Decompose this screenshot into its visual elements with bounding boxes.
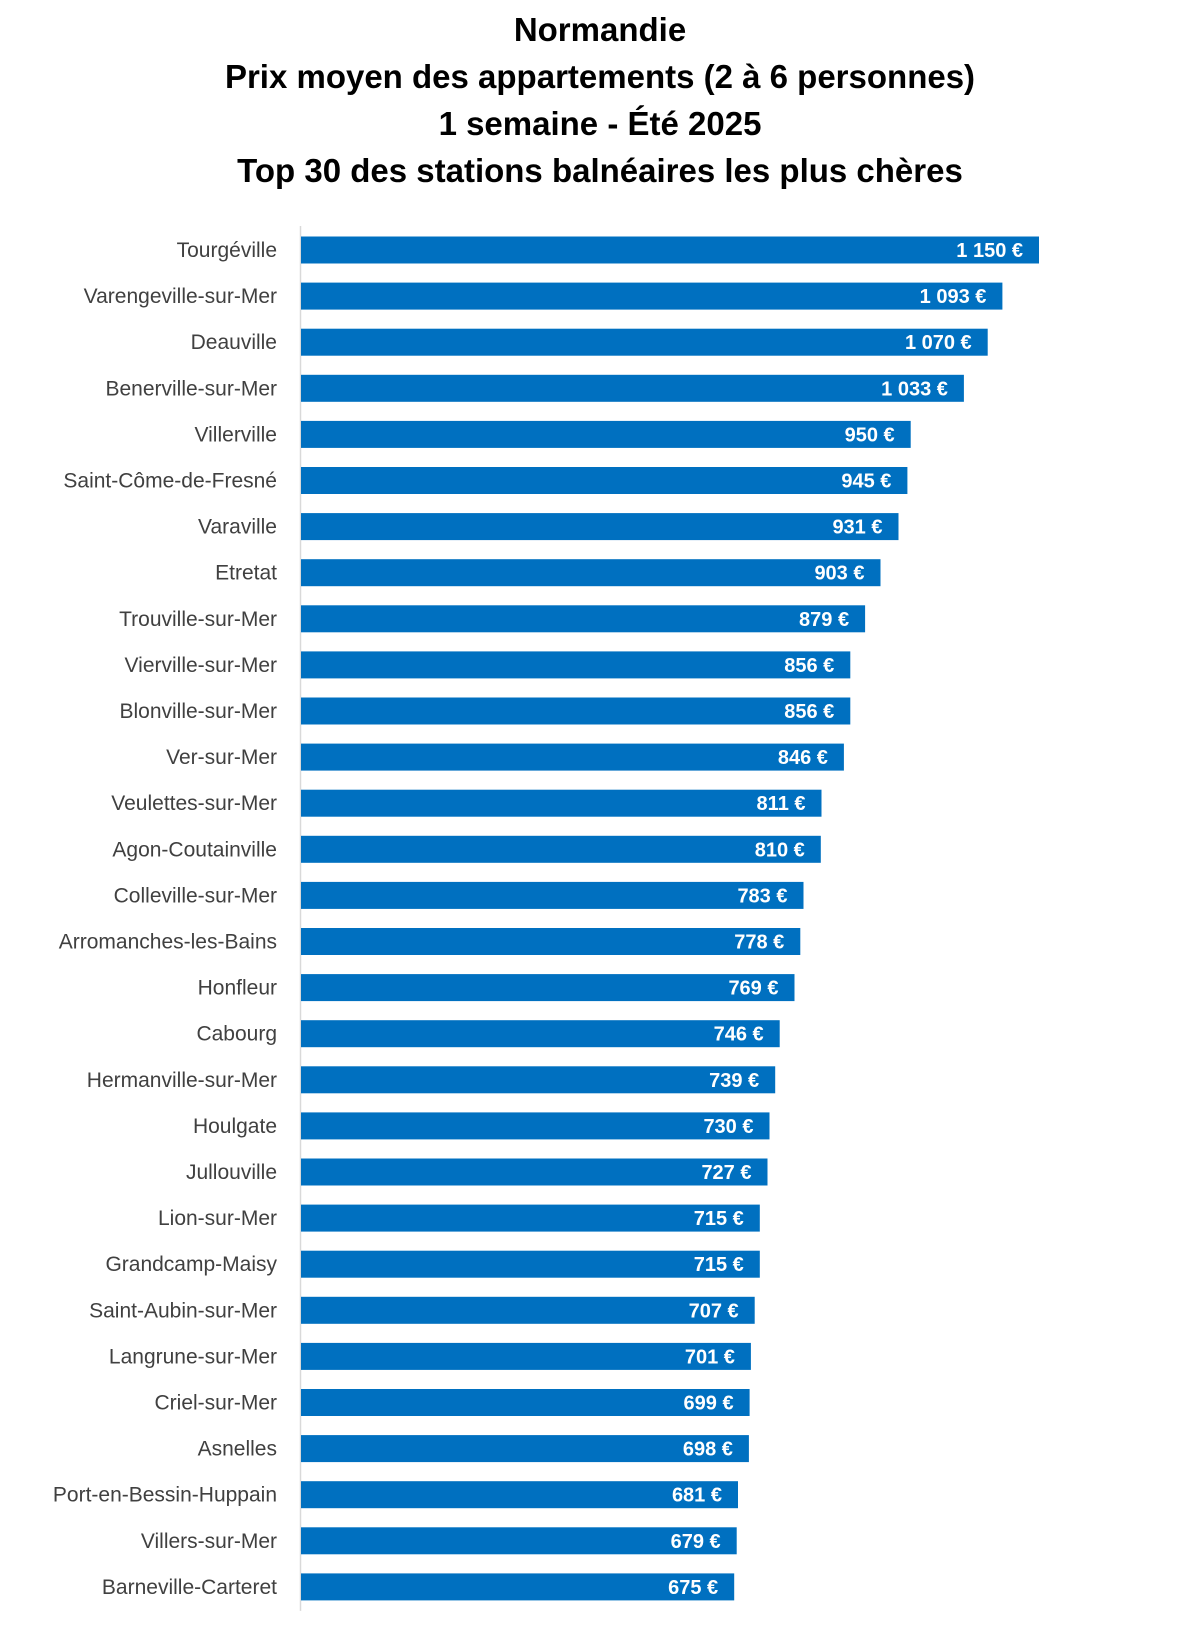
bar (301, 1342, 751, 1370)
data-label: 856 € (784, 655, 834, 677)
data-label: 778 € (734, 932, 784, 954)
category-label: Villers-sur-Mer (141, 1530, 277, 1553)
bar (301, 789, 822, 817)
chart-title-line-2: Prix moyen des appartements (2 à 6 perso… (224, 58, 976, 95)
category-label: Honfleur (198, 977, 277, 1000)
data-label: 931 € (832, 517, 882, 539)
category-label: Varaville (198, 516, 277, 539)
data-label: 950 € (845, 424, 895, 446)
category-label: Etretat (215, 562, 277, 585)
data-label: 811 € (757, 793, 806, 815)
bar (301, 1527, 737, 1555)
data-label: 1 070 € (905, 332, 972, 354)
category-label: Cabourg (196, 1023, 277, 1046)
bar (301, 605, 866, 633)
data-label: 1 093 € (920, 286, 987, 308)
data-label: 769 € (728, 978, 778, 1000)
data-label: 681 € (672, 1485, 722, 1507)
data-label: 679 € (671, 1531, 721, 1553)
category-label: Saint-Côme-de-Fresné (63, 470, 277, 493)
category-label: Veulettes-sur-Mer (111, 792, 277, 815)
bar (301, 881, 804, 909)
data-label: 707 € (689, 1300, 739, 1322)
data-label: 1 033 € (881, 378, 948, 400)
category-label: Asnelles (198, 1438, 277, 1461)
category-label: Varengeville-sur-Mer (84, 285, 277, 308)
bar (301, 928, 801, 955)
category-label: Ver-sur-Mer (166, 746, 277, 769)
bar (301, 1573, 735, 1601)
bar (301, 1435, 749, 1463)
category-label: Colleville-sur-Mer (114, 884, 277, 907)
category-label: Hermanville-sur-Mer (87, 1069, 277, 1092)
data-label: 727 € (701, 1162, 751, 1184)
category-label: Tourgéville (177, 239, 277, 262)
bar (301, 282, 1003, 310)
data-label: 879 € (799, 609, 849, 631)
chart-title: Normandie Prix moyen des appartements (2… (0, 6, 1200, 194)
data-label: 846 € (778, 747, 828, 769)
category-label: Grandcamp-Maisy (105, 1253, 277, 1276)
data-label: 675 € (668, 1577, 718, 1599)
data-label: 856 € (784, 701, 834, 723)
plot-area: Tourgéville 1 150 € Varengeville-sur-Mer 1 … (53, 226, 1039, 1611)
category-label: Villerville (195, 423, 277, 446)
data-label: 715 € (694, 1208, 744, 1230)
bar (301, 328, 988, 356)
bar (301, 1204, 760, 1232)
chart-title-line-3: 1 semaine - Été 2025 (438, 105, 762, 142)
category-label: Vierville-sur-Mer (125, 654, 277, 677)
category-label: Houlgate (193, 1115, 277, 1138)
category-label: Criel-sur-Mer (155, 1392, 278, 1415)
bar (301, 1250, 760, 1278)
bar (301, 651, 851, 679)
bar (301, 1020, 780, 1048)
category-label: Deauville (191, 331, 277, 354)
bar (301, 467, 908, 494)
bar (301, 374, 964, 402)
category-label: Saint-Aubin-sur-Mer (89, 1299, 277, 1322)
bar (301, 513, 899, 541)
data-label: 783 € (737, 885, 787, 907)
data-label: 699 € (684, 1393, 734, 1415)
data-label: 698 € (683, 1439, 733, 1461)
bar (301, 1158, 768, 1186)
data-label: 810 € (755, 839, 805, 861)
bar (301, 420, 911, 448)
chart-title-line-1: Normandie (513, 11, 687, 48)
bar (301, 1066, 776, 1094)
bar (301, 743, 844, 771)
bar (301, 835, 821, 863)
category-label: Langrune-sur-Mer (109, 1345, 277, 1368)
bar (301, 1389, 750, 1416)
data-label: 945 € (841, 471, 891, 493)
bar (301, 559, 881, 587)
category-label: Port-en-Bessin-Huppain (53, 1484, 277, 1507)
chart-title-line-4: Top 30 des stations balnéaires les plus … (237, 152, 963, 189)
data-label: 730 € (703, 1116, 753, 1138)
bar (301, 974, 795, 1002)
data-label: 701 € (685, 1346, 735, 1368)
bar (301, 236, 1039, 264)
category-label: Jullouville (186, 1161, 277, 1184)
category-label: Trouville-sur-Mer (119, 608, 277, 631)
category-label: Lion-sur-Mer (158, 1207, 277, 1230)
data-label: 903 € (814, 563, 864, 585)
bar (301, 1296, 755, 1324)
category-label: Benerville-sur-Mer (105, 377, 277, 400)
category-label: Arromanches-les-Bains (59, 931, 277, 954)
data-label: 739 € (709, 1070, 759, 1092)
data-label: 1 150 € (956, 240, 1023, 262)
category-label: Blonville-sur-Mer (119, 700, 277, 723)
category-label: Barneville-Carteret (102, 1576, 277, 1599)
category-label: Agon-Coutainville (112, 838, 277, 861)
bar (301, 1112, 770, 1140)
data-label: 746 € (714, 1024, 764, 1046)
bar (301, 1481, 738, 1509)
data-label: 715 € (694, 1254, 744, 1276)
bar (301, 697, 851, 725)
